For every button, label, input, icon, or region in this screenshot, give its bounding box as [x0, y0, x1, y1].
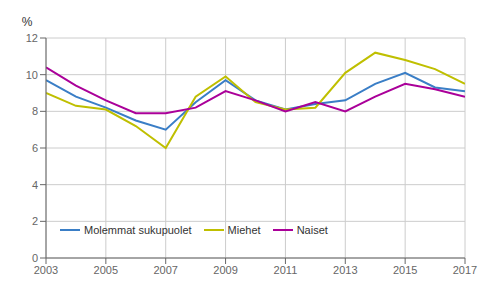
svg-text:2017: 2017 — [453, 264, 477, 276]
svg-text:0: 0 — [32, 252, 38, 264]
svg-text:12: 12 — [26, 32, 38, 44]
svg-text:10: 10 — [26, 69, 38, 81]
html-text:Molemmat sukupuolet: Molemmat sukupuolet — [84, 224, 192, 236]
svg-text:2013: 2013 — [333, 264, 357, 276]
svg-text:2015: 2015 — [393, 264, 417, 276]
svg-text:4: 4 — [32, 179, 38, 191]
svg-text:%: % — [22, 15, 33, 29]
svg-text:2009: 2009 — [213, 264, 237, 276]
svg-text:2005: 2005 — [94, 264, 118, 276]
html-text:Miehet: Miehet — [227, 224, 261, 236]
svg-text:2003: 2003 — [34, 264, 58, 276]
svg-text:2: 2 — [32, 215, 38, 227]
svg-text:2007: 2007 — [153, 264, 177, 276]
svg-text:8: 8 — [32, 105, 38, 117]
svg-text:6: 6 — [32, 142, 38, 154]
svg-text:2011: 2011 — [274, 264, 298, 276]
html-text:Naiset: Naiset — [296, 224, 328, 236]
